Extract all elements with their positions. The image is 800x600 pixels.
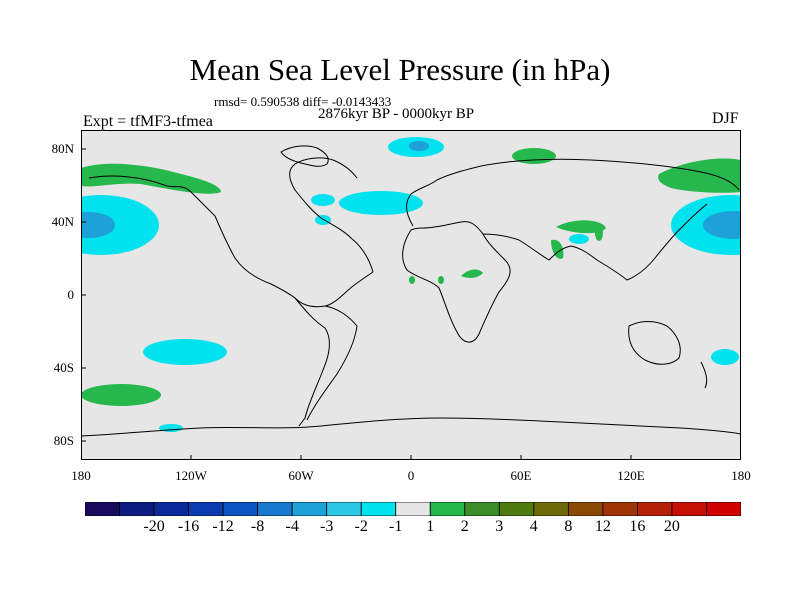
colorbar-label: 3: [495, 518, 504, 535]
colorbar-label: -3: [320, 518, 334, 535]
colorbar-label: 16: [629, 518, 646, 535]
anomaly-southern-pacific: [81, 384, 161, 406]
colorbar-label: 4: [529, 518, 538, 535]
colorbar-swatch: [464, 502, 500, 516]
anomaly-central-africa: [438, 276, 444, 284]
anomaly-mid-east: [556, 220, 606, 234]
stats-line: rmsd= 0.590538 diff= -0.0143433: [214, 94, 392, 109]
coast-antarctica: [81, 417, 741, 437]
colorbar-label: -8: [250, 518, 265, 535]
lon-label-180e: 180: [731, 468, 751, 483]
colorbar: [85, 502, 741, 516]
colorbar-swatch: [85, 502, 120, 516]
colorbar-swatch: [291, 502, 328, 516]
colorbar-swatch: [706, 502, 741, 516]
negative-anomalies: [81, 137, 741, 432]
lat-label-40s: 40S: [53, 360, 74, 375]
lon-label-120w: 120W: [175, 468, 207, 483]
anomaly-arctic-core: [409, 141, 429, 151]
colorbar-label: -4: [285, 518, 299, 535]
colorbar-label: -12: [212, 518, 234, 535]
lon-label-60e: 60E: [510, 468, 532, 483]
coastlines: [81, 145, 741, 437]
anomaly-east-africa: [461, 269, 483, 278]
colorbar-swatch: [671, 502, 707, 516]
lon-label-60w: 60W: [288, 468, 314, 483]
anomaly-bering: [81, 163, 221, 194]
colorbar-swatch: [498, 502, 535, 516]
colorbar-swatch: [360, 502, 397, 516]
season-label: DJF: [712, 110, 739, 127]
colorbar-label: 8: [564, 518, 573, 535]
coast-australia: [628, 321, 681, 365]
colorbar-swatch: [119, 502, 155, 516]
anomaly-s-pacific: [143, 339, 227, 365]
anomaly-w-atlantic: [311, 194, 335, 206]
anomaly-n-atlantic: [339, 191, 423, 215]
anomaly-india-green: [551, 239, 564, 259]
anomaly-atlantic-small: [315, 215, 331, 225]
lon-label-180w: 180: [71, 468, 91, 483]
colorbar-label: 12: [594, 518, 611, 535]
lat-label-40n: 40N: [51, 214, 74, 229]
colorbar-label: -16: [177, 518, 200, 535]
period-subtitle: 2876kyr BP - 0000kyr BP: [318, 106, 475, 122]
anomaly-n-pacific-west: [81, 195, 159, 255]
lat-label-80s: 80S: [53, 433, 74, 448]
colorbar-swatch: [533, 502, 569, 516]
experiment-label: Expt = tfMF3-tfmea: [83, 113, 213, 130]
coast-south-america-west: [294, 297, 330, 427]
colorbar-swatch: [395, 502, 431, 516]
anomaly-n-pacific-east-core: [703, 211, 741, 239]
colorbar-swatch: [153, 502, 189, 516]
anomaly-n-pacific-west-core: [81, 212, 115, 238]
colorbar-swatch: [257, 502, 293, 516]
plot-title: Mean Sea Level Pressure (in hPa): [189, 52, 611, 87]
coast-eurasia-north: [406, 158, 740, 227]
colorbar-swatch: [637, 502, 673, 516]
anomaly-west-africa: [409, 276, 415, 284]
anomaly-india: [569, 234, 589, 244]
coast-americas-west: [88, 175, 374, 308]
colorbar-label: -2: [354, 518, 368, 535]
coast-new-zealand: [700, 361, 708, 389]
colorbar-swatch: [602, 502, 638, 516]
colorbar-swatch: [222, 502, 259, 516]
anomaly-arctic-russia: [512, 148, 556, 164]
colorbar-swatch: [567, 502, 604, 516]
colorbar-swatch: [326, 502, 362, 516]
colorbar-label: 2: [460, 518, 469, 535]
anomaly-siberia: [658, 158, 741, 193]
lat-label-0: 0: [67, 287, 75, 302]
colorbar-swatch: [429, 502, 466, 516]
anomaly-tasman: [711, 349, 739, 365]
colorbar-label: 1: [426, 518, 435, 535]
axis-ticks: [81, 148, 632, 460]
coast-africa: [402, 221, 511, 343]
coast-asia-south: [482, 203, 708, 281]
coast-south-america-east: [306, 305, 358, 421]
anomaly-bay-of-bengal: [595, 225, 603, 241]
colorbar-label: -20: [143, 518, 165, 535]
map-panel: [81, 130, 741, 460]
colorbar-label: 20: [663, 518, 680, 535]
lon-label-120e: 120E: [617, 468, 645, 483]
coast-north-america-east: [289, 157, 374, 273]
lon-label-0: 0: [407, 468, 415, 483]
coast-greenland: [280, 145, 329, 167]
lat-label-80n: 80N: [51, 141, 74, 156]
colorbar-label: -1: [389, 518, 403, 535]
colorbar-swatch: [188, 502, 224, 516]
